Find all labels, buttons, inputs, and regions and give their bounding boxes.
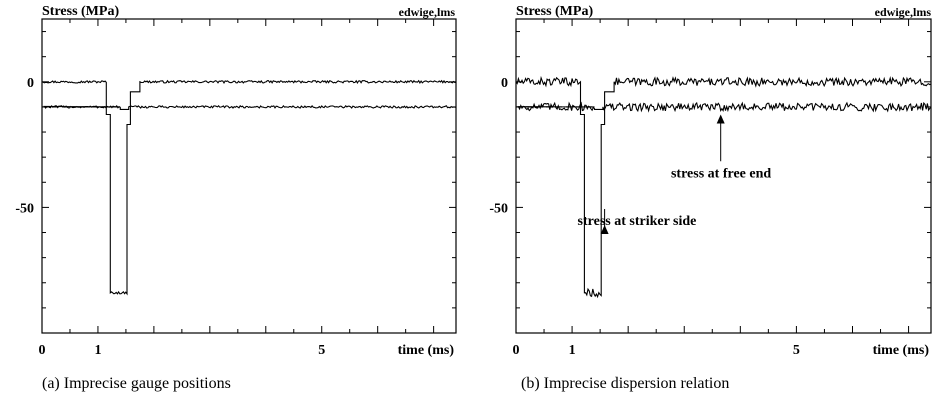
series-line-dashed-trace: [43, 104, 457, 110]
x-axis-label: time (ms): [398, 343, 455, 358]
x-tick-label: 1: [569, 343, 576, 358]
corner-label: edwige,lms: [875, 5, 932, 19]
x-tick-label: 0: [513, 343, 520, 358]
x-tick-label: 0: [39, 343, 46, 358]
annotation-arrowhead: [600, 224, 609, 234]
series-line-solid: [41, 79, 456, 296]
x-tick-label: 5: [318, 343, 325, 358]
y-tick-label: 0: [501, 76, 508, 91]
x-axis-label: time (ms): [873, 343, 930, 358]
y-tick-label: -50: [15, 201, 34, 216]
y-tick-label: -50: [489, 201, 508, 216]
y-axis-label: Stress (MPa): [42, 4, 119, 19]
x-tick-label: 5: [793, 343, 800, 358]
annotation-text: stress at striker side: [578, 214, 697, 229]
plot-frame: [41, 18, 457, 334]
y-axis-label: Stress (MPa): [516, 4, 593, 19]
annotation-arrowhead: [716, 114, 725, 124]
x-tick-label: 1: [94, 343, 101, 358]
plot-frame: [515, 18, 932, 334]
chart-panel-b: 0 -50 0 1 5 Stress (MPa) edwige,lms time (ms) (b…: [489, 4, 932, 392]
chart-panel-a: 0 -50 0 1 5 Stress (MPa) edwige,lms time (ms) (a…: [15, 4, 457, 392]
annotation-text: stress at free end: [671, 166, 771, 181]
corner-label: edwige,lms: [399, 5, 456, 19]
series-line-dashed-trace: [517, 101, 932, 113]
caption: (a) Imprecise gauge positions: [42, 375, 231, 392]
series-line-solid: [515, 75, 932, 299]
caption: (b) Imprecise dispersion relation: [521, 375, 729, 392]
y-tick-label: 0: [27, 76, 34, 91]
